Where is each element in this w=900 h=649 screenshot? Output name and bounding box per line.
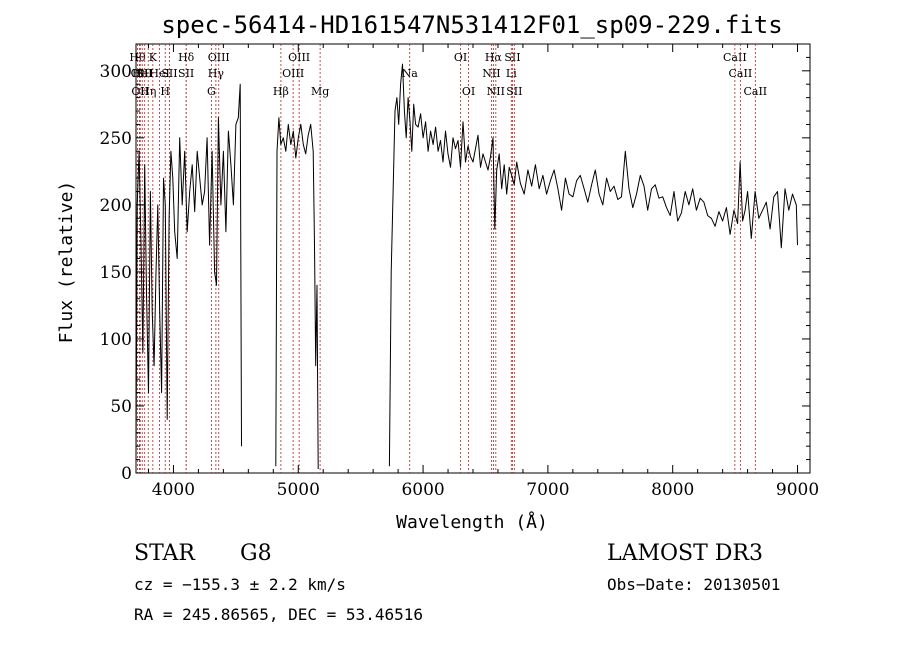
spectral-line-markers: HθOIIOIIHeISIIHηKHeIHSIIHδSIIGHγOIIIHβOI…: [129, 44, 767, 473]
marker-label: Hβ: [273, 85, 289, 98]
spectrum-series: [135, 63, 798, 470]
spectrum-line: [135, 83, 242, 460]
marker-label: Hγ: [208, 67, 225, 80]
x-axis-ticks: 4000 5000 6000 7000 8000 9000: [147, 44, 819, 500]
marker-label: CaII: [743, 85, 767, 98]
y-axis-ticks: 0 50 100 150 200 250 300: [100, 56, 810, 484]
marker-label: HeI: [149, 67, 169, 80]
x-tick-label: 5000: [277, 480, 320, 500]
y-tick-label: 250: [100, 129, 132, 149]
y-tick-label: 150: [100, 263, 132, 283]
marker-label: SII: [137, 67, 153, 80]
marker-label: H: [160, 85, 170, 98]
marker-label: OIII: [282, 67, 304, 80]
marker-label: Mg: [311, 85, 329, 98]
object-subclass: G8: [240, 541, 272, 566]
x-tick-label: 9000: [776, 480, 819, 500]
marker-label: OI: [462, 85, 475, 98]
x-tick-label: 4000: [152, 480, 195, 500]
marker-label: CaII: [723, 51, 747, 64]
marker-label: OII: [131, 67, 149, 80]
coordinates-text: RA = 245.86565, DEC = 53.46516: [134, 605, 423, 624]
plot-frame: [135, 43, 811, 474]
redshift-text: cz = −155.3 ± 2.2 km/s: [134, 575, 346, 594]
x-tick-label: 8000: [651, 480, 694, 500]
x-tick-label: 6000: [401, 480, 444, 500]
y-tick-label: 100: [100, 330, 132, 350]
marker-label: OIII: [208, 51, 230, 64]
marker-label: OIII: [288, 51, 310, 64]
marker-label: OI: [454, 51, 467, 64]
chart-title: spec-56414-HD161547N531412F01_sp09-229.f…: [161, 11, 782, 39]
spectrum-line: [388, 63, 798, 467]
marker-label: SII: [161, 67, 177, 80]
obs-date-text: Obs−Date: 20130501: [607, 575, 780, 594]
marker-label: NII: [482, 67, 500, 80]
y-tick-label: 50: [110, 397, 132, 417]
y-tick-label: 0: [121, 464, 132, 484]
marker-label: G: [207, 85, 216, 98]
marker-label: K: [149, 51, 158, 64]
y-tick-label: 300: [100, 62, 132, 82]
x-axis-label: Wavelength (Å): [396, 511, 548, 533]
marker-label: Hη: [140, 85, 156, 98]
y-tick-label: 200: [100, 196, 132, 216]
survey-label: LAMOST DR3: [607, 541, 763, 566]
marker-label: Na: [402, 67, 419, 80]
object-class: STAR: [134, 541, 196, 566]
marker-label: SII: [504, 51, 520, 64]
marker-label: HeI: [132, 67, 152, 80]
y-axis-label: Flux (relative): [56, 181, 77, 344]
marker-label: CaII: [729, 67, 753, 80]
x-tick-label: 7000: [526, 480, 569, 500]
marker-label: Li: [506, 67, 517, 80]
marker-label: SII: [178, 67, 194, 80]
spectrum-line: [275, 117, 319, 470]
marker-label: NII: [487, 85, 505, 98]
marker-label: SII: [506, 85, 522, 98]
marker-label: Hα: [485, 51, 503, 64]
